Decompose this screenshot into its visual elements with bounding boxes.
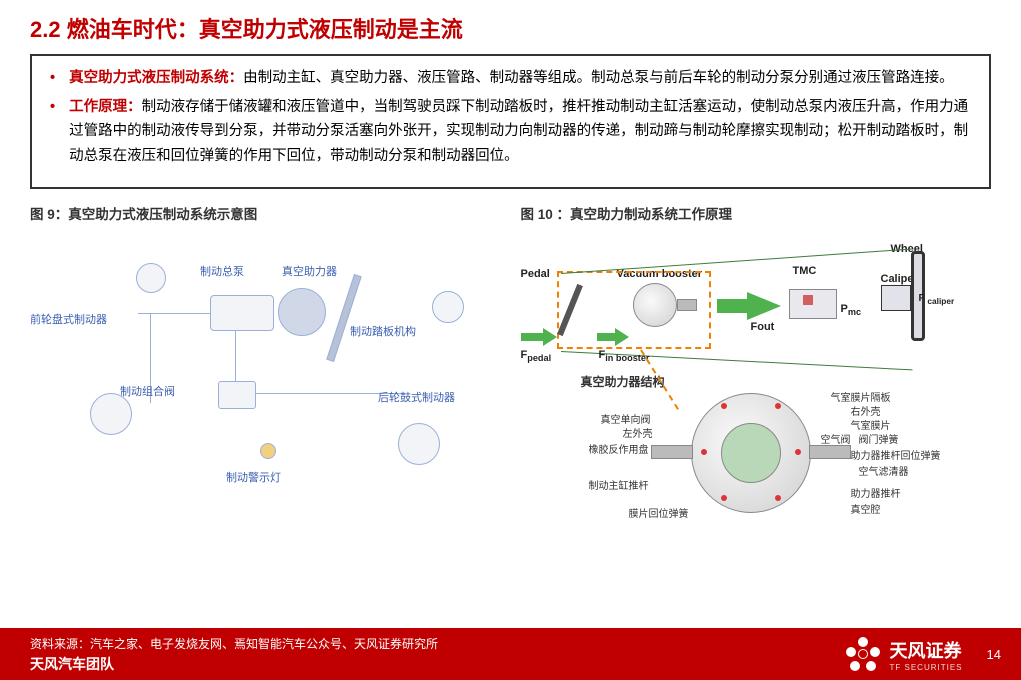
label-right-shell: 右外壳 bbox=[851, 403, 881, 418]
fout-arrow-icon bbox=[717, 299, 747, 313]
footer-left: 资料来源：汽车之家、电子发烧友网、焉知智能汽车公众号、天风证券研究所 天风汽车团… bbox=[30, 635, 438, 674]
label-diaphragm: 气室膜片隔板 bbox=[831, 389, 891, 404]
fig10-sub-caption: 真空助力器结构 bbox=[581, 373, 665, 390]
label-rear-drum: 后轮鼓式制动器 bbox=[378, 389, 455, 405]
fpedal-arrow-icon bbox=[521, 333, 543, 341]
slide-title: 2.2 燃油车时代：真空助力式液压制动是主流 bbox=[30, 12, 991, 44]
label-tmc: TMC bbox=[793, 265, 817, 277]
front-disc-icon-top bbox=[136, 263, 166, 293]
page-number: 14 bbox=[987, 647, 1001, 662]
red-dot-icon bbox=[775, 403, 781, 409]
red-dot-icon bbox=[795, 449, 801, 455]
label-vacuum-booster: 真空助力器 bbox=[282, 263, 337, 279]
label-vacuum-chamber: 真空腔 bbox=[851, 501, 881, 516]
figures-row: 图 9：真空助力式液压制动系统示意图 前轮盘式制动器 制动总泵 真空助力器 制动… bbox=[30, 203, 991, 523]
footer-company: 天风证券 bbox=[890, 637, 963, 663]
booster-rod-icon bbox=[677, 299, 697, 311]
fig10-caption: 图 10 ：真空助力制动系统工作原理 bbox=[521, 203, 992, 223]
label-master-rod: 制动主缸推杆 bbox=[589, 477, 649, 492]
bullet-2-head: 工作原理： bbox=[69, 99, 142, 115]
bullet-1-head: 真空助力式液压制动系统： bbox=[69, 70, 243, 86]
label-pedal-mech: 制动踏板机构 bbox=[350, 323, 416, 339]
label-return-valve: 真空单向阀 bbox=[601, 411, 651, 426]
bullet-2: • 工作原理：制动液存储于储液罐和液压管道中，当制驾驶员踩下制动踏板时，推杆推动… bbox=[50, 95, 971, 169]
combo-valve-icon bbox=[218, 381, 256, 409]
tmc-icon bbox=[789, 289, 837, 319]
booster-right-rod-icon bbox=[809, 445, 851, 459]
figure-9: 图 9：真空助力式液压制动系统示意图 前轮盘式制动器 制动总泵 真空助力器 制动… bbox=[30, 203, 501, 523]
pipe-line bbox=[235, 331, 236, 381]
fin-arrow-icon bbox=[597, 333, 615, 341]
footer: 资料来源：汽车之家、电子发烧友网、焉知智能汽车公众号、天风证券研究所 天风汽车团… bbox=[0, 628, 1021, 680]
content-box: • 真空助力式液压制动系统：由制动主缸、真空助力器、液压管路、制动器等组成。制动… bbox=[30, 54, 991, 189]
footer-team: 天风汽车团队 bbox=[30, 654, 438, 674]
bullet-1-body: 由制动主缸、真空助力器、液压管路、制动器等组成。制动总泵与前后车轮的制动分泵分别… bbox=[243, 70, 954, 86]
red-dot-icon bbox=[701, 449, 707, 455]
label-front-disc: 前轮盘式制动器 bbox=[30, 311, 107, 327]
tmc-port-icon bbox=[803, 295, 813, 305]
red-dot-icon bbox=[721, 495, 727, 501]
fig9-diagram: 前轮盘式制动器 制动总泵 真空助力器 制动踏板机构 制动组合阀 后轮鼓式制动器 … bbox=[30, 233, 501, 523]
label-combo-valve: 制动组合阀 bbox=[120, 383, 175, 399]
rear-drum-icon-top bbox=[432, 291, 464, 323]
caliper-icon bbox=[881, 285, 911, 311]
pipe-line bbox=[138, 313, 210, 314]
rear-drum-icon bbox=[398, 423, 440, 465]
bullet-dot-icon: • bbox=[50, 95, 55, 169]
bullet-dot-icon: • bbox=[50, 66, 55, 91]
pedal-icon bbox=[326, 274, 361, 362]
label-fout: Fout bbox=[751, 321, 775, 333]
fin-arrow-icon bbox=[615, 328, 629, 346]
master-pump-icon bbox=[210, 295, 274, 331]
footer-source: 资料来源：汽车之家、电子发烧友网、焉知智能汽车公众号、天风证券研究所 bbox=[30, 635, 438, 652]
footer-company-en: TF SECURITIES bbox=[890, 663, 963, 672]
label-warn-light: 制动警示灯 bbox=[226, 469, 281, 485]
title-bar: 2.2 燃油车时代：真空助力式液压制动是主流 bbox=[0, 0, 1021, 54]
logo-text-block: 天风证券 TF SECURITIES bbox=[890, 637, 963, 672]
booster-left-rod-icon bbox=[651, 445, 693, 459]
red-dot-icon bbox=[775, 495, 781, 501]
label-booster-rod: 助力器推杆 bbox=[851, 485, 901, 500]
force-line bbox=[560, 248, 911, 274]
warn-light-icon bbox=[260, 443, 276, 459]
bullet-1-text: 真空助力式液压制动系统：由制动主缸、真空助力器、液压管路、制动器等组成。制动总泵… bbox=[69, 66, 954, 91]
label-pmc: Pmc bbox=[841, 303, 862, 317]
label-booster-rod-spring: 助力器推杆回位弹簧 bbox=[851, 447, 941, 462]
label-valve-spring: 阀门弹簧 bbox=[859, 431, 899, 446]
label-air-valve: 空气阀 bbox=[821, 431, 851, 446]
figure-10: 图 10 ：真空助力制动系统工作原理 Pedal Vacuum booster … bbox=[521, 203, 992, 523]
bullet-2-body: 制动液存储于储液罐和液压管道中，当制驾驶员踩下制动踏板时，推杆推动制动主缸活塞运… bbox=[69, 99, 968, 164]
label-air-filter: 空气滤清器 bbox=[859, 463, 909, 478]
label-fpedal: Fpedal bbox=[521, 349, 552, 363]
label-rubber-plate: 橡胶反作用盘 bbox=[589, 441, 649, 456]
red-dot-icon bbox=[721, 403, 727, 409]
bullet-1: • 真空助力式液压制动系统：由制动主缸、真空助力器、液压管路、制动器等组成。制动… bbox=[50, 66, 971, 91]
front-disc-icon bbox=[90, 393, 132, 435]
fig10-diagram: Pedal Vacuum booster TMC Wheel Caliper F… bbox=[521, 233, 992, 523]
label-diaphragm-spring: 膜片回位弹簧 bbox=[629, 505, 689, 520]
bullet-2-text: 工作原理：制动液存储于储液罐和液压管道中，当制驾驶员踩下制动踏板时，推杆推动制动… bbox=[69, 95, 971, 169]
label-air-chamber-diaphragm: 气室膜片 bbox=[851, 417, 891, 432]
logo-icon bbox=[846, 637, 880, 671]
label-master-pump: 制动总泵 bbox=[200, 263, 244, 279]
footer-right: 天风证券 TF SECURITIES 14 bbox=[846, 637, 1001, 672]
fig9-caption: 图 9：真空助力式液压制动系统示意图 bbox=[30, 203, 501, 223]
label-left-shell: 左外壳 bbox=[623, 425, 653, 440]
fpedal-arrow-icon bbox=[543, 328, 557, 346]
booster-icon bbox=[633, 283, 677, 327]
label-fcaliper: F caliper bbox=[919, 293, 955, 306]
booster-cutaway-inner-icon bbox=[721, 423, 781, 483]
label-pedal: Pedal bbox=[521, 268, 550, 280]
fout-arrow-icon bbox=[747, 292, 781, 320]
booster-icon bbox=[278, 288, 326, 336]
